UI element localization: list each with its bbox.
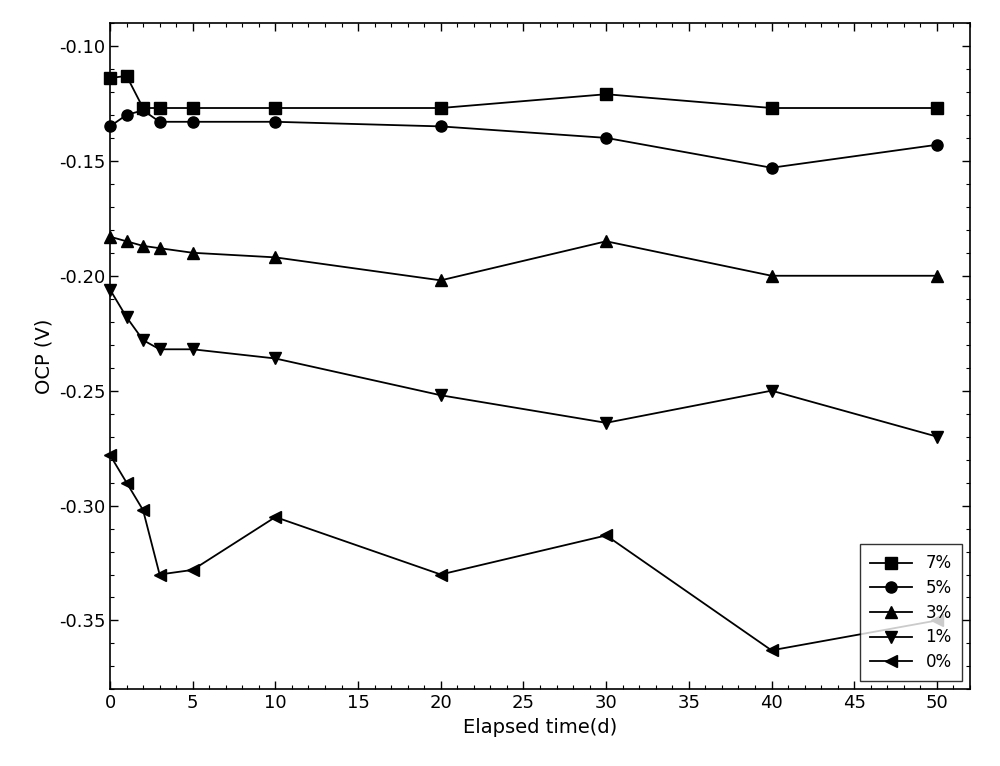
5% (766, 163, 778, 172)
1% (435, 391, 447, 400)
5% (187, 117, 199, 126)
3% (154, 244, 166, 253)
Line: 3%: 3% (104, 231, 942, 286)
5% (154, 117, 166, 126)
0% (931, 616, 943, 625)
5% (931, 140, 943, 149)
0% (137, 506, 149, 515)
3% (104, 232, 116, 241)
7% (137, 103, 149, 113)
3% (137, 241, 149, 250)
0% (121, 478, 133, 487)
3% (766, 271, 778, 280)
1% (931, 432, 943, 441)
Line: 1%: 1% (104, 284, 942, 442)
1% (104, 285, 116, 294)
7% (104, 74, 116, 83)
1% (154, 345, 166, 354)
0% (104, 450, 116, 460)
0% (154, 570, 166, 579)
3% (435, 276, 447, 285)
X-axis label: Elapsed time(d): Elapsed time(d) (463, 718, 617, 737)
7% (269, 103, 281, 113)
7% (187, 103, 199, 113)
7% (435, 103, 447, 113)
7% (766, 103, 778, 113)
Y-axis label: OCP (V): OCP (V) (34, 319, 53, 394)
1% (766, 386, 778, 395)
1% (137, 336, 149, 345)
Line: 0%: 0% (104, 450, 942, 656)
5% (435, 122, 447, 131)
5% (121, 110, 133, 119)
1% (600, 418, 612, 427)
Line: 7%: 7% (104, 70, 942, 113)
0% (269, 512, 281, 522)
0% (600, 531, 612, 540)
3% (931, 271, 943, 280)
Line: 5%: 5% (104, 105, 942, 173)
1% (269, 354, 281, 363)
7% (931, 103, 943, 113)
7% (154, 103, 166, 113)
5% (269, 117, 281, 126)
1% (121, 313, 133, 322)
Legend: 7%, 5%, 3%, 1%, 0%: 7%, 5%, 3%, 1%, 0% (860, 545, 962, 681)
5% (600, 133, 612, 142)
0% (187, 565, 199, 574)
0% (435, 570, 447, 579)
0% (766, 646, 778, 655)
7% (600, 90, 612, 99)
3% (187, 248, 199, 257)
3% (121, 237, 133, 246)
7% (121, 71, 133, 80)
3% (269, 253, 281, 262)
1% (187, 345, 199, 354)
5% (137, 106, 149, 115)
5% (104, 122, 116, 131)
3% (600, 237, 612, 246)
